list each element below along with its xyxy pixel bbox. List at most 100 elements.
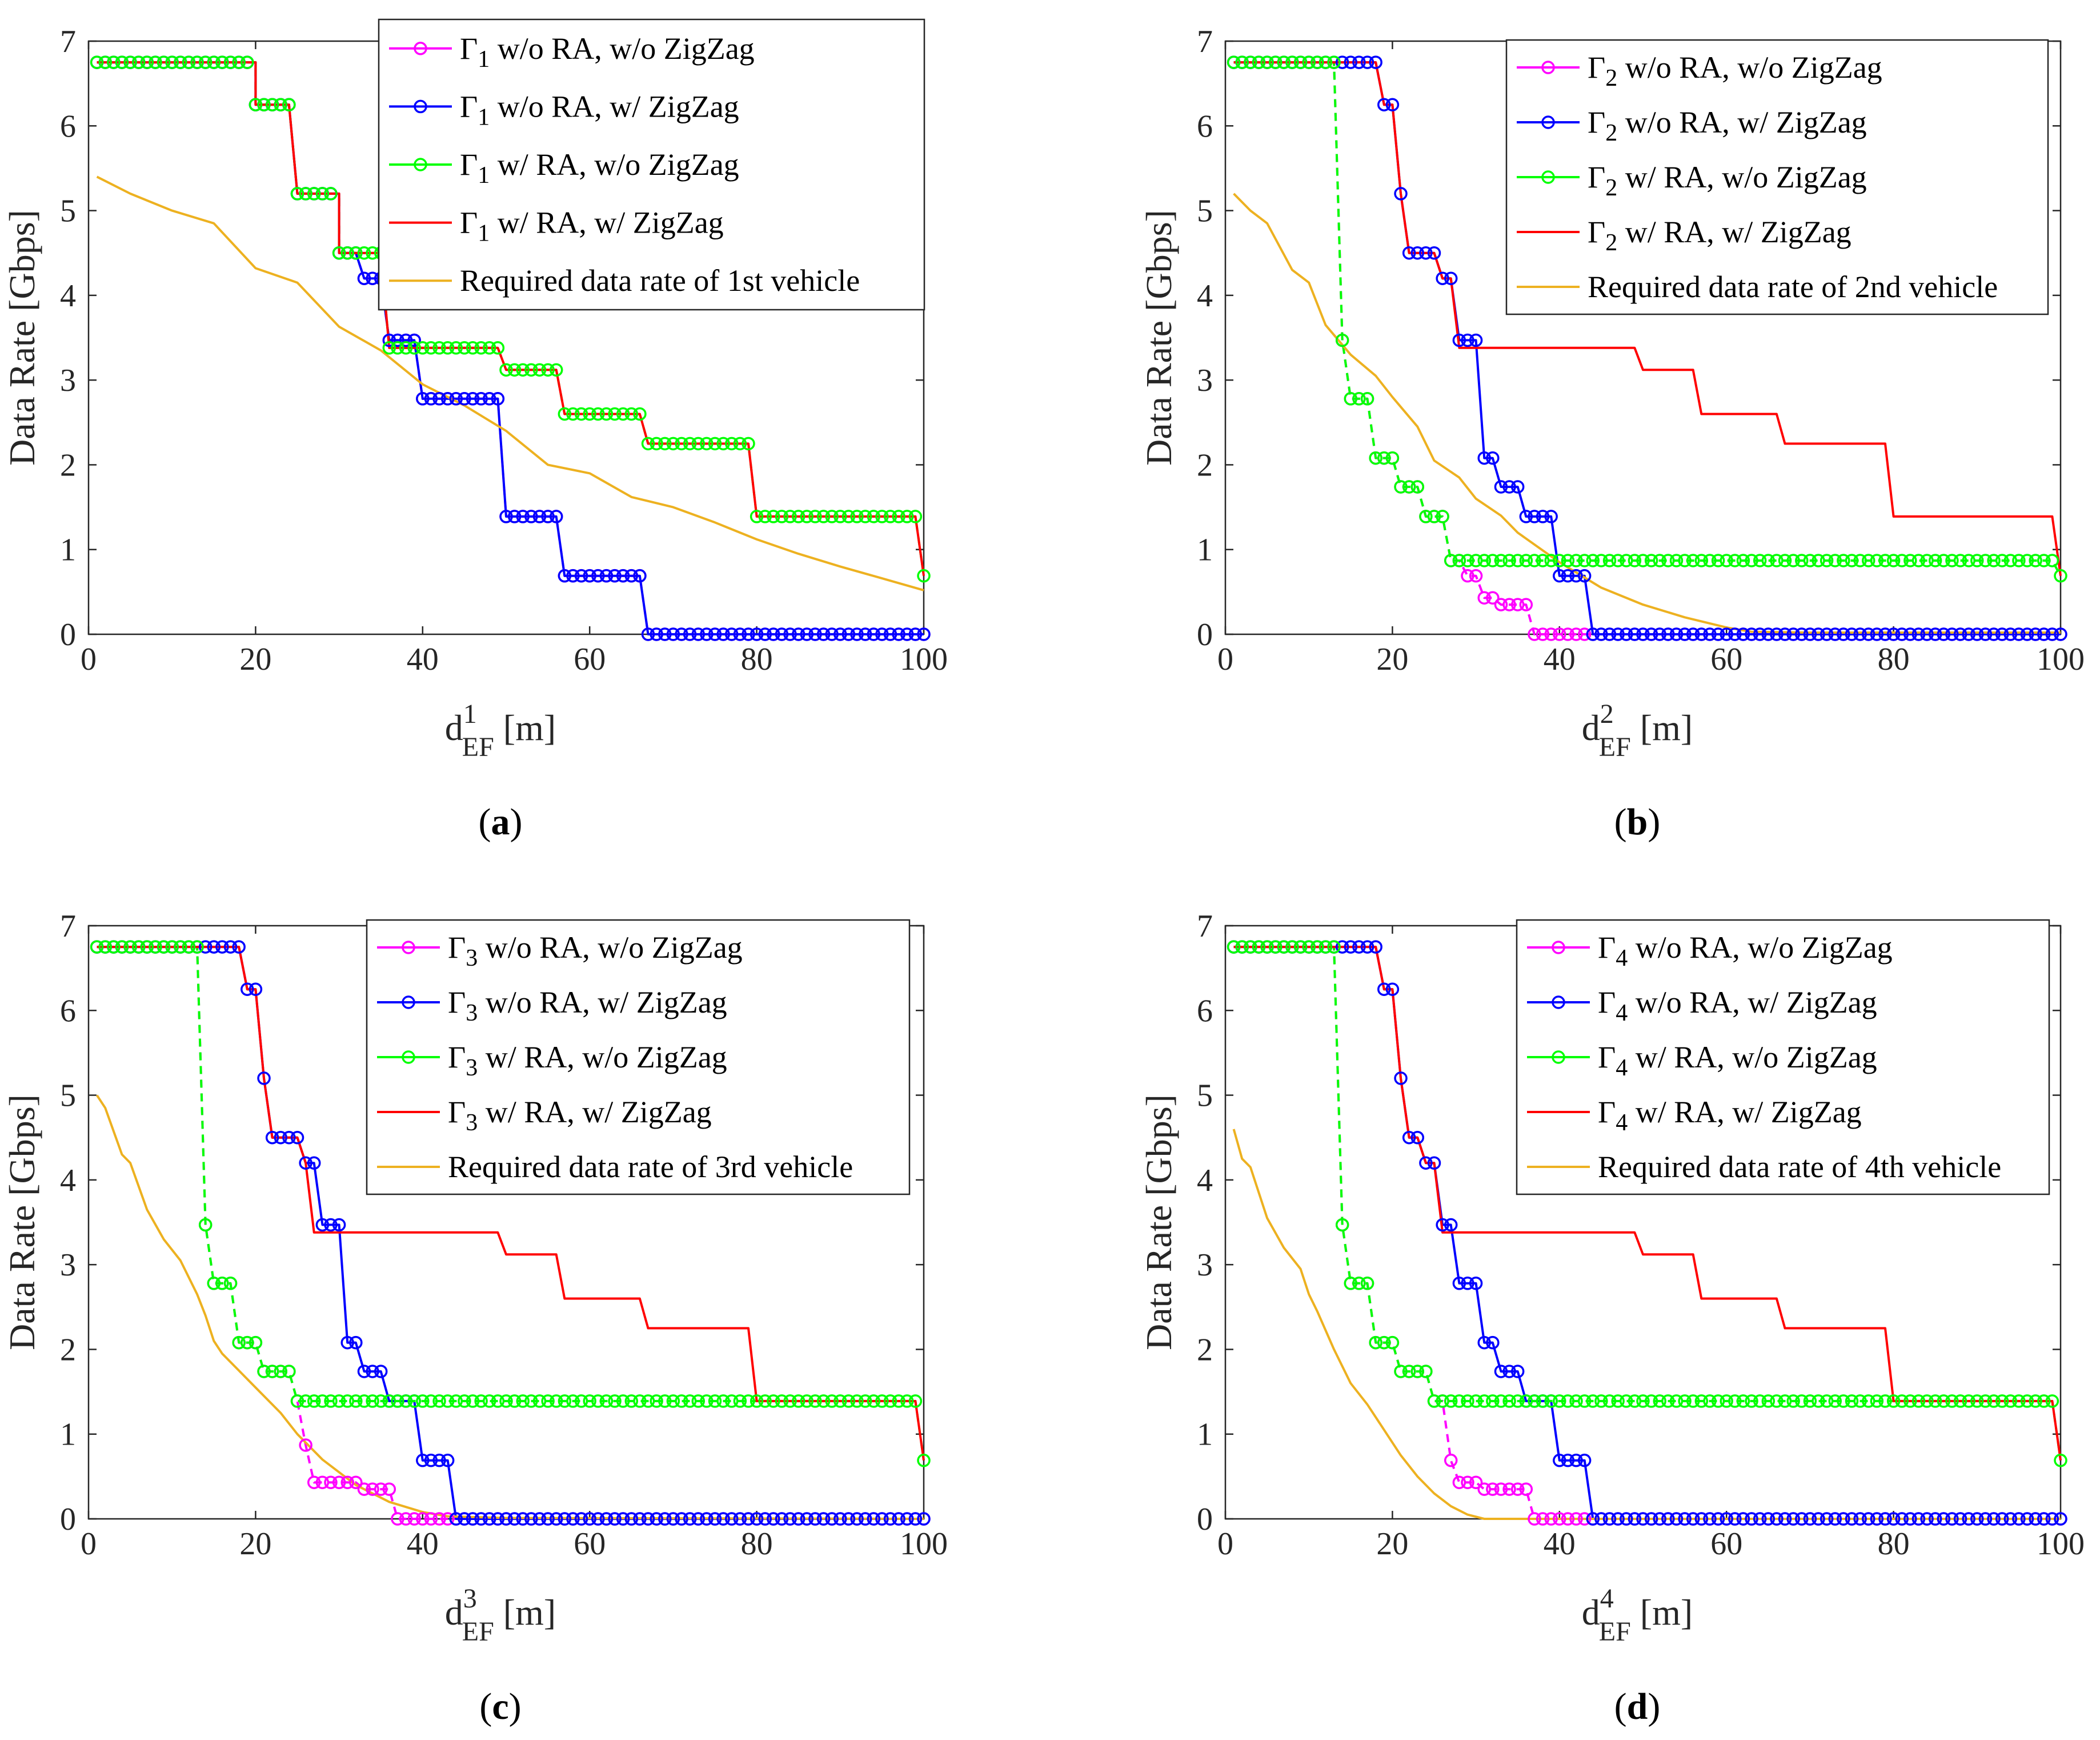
series-marker-2 (816, 627, 831, 641)
series-marker-3 (1544, 554, 1558, 567)
legend-marker (402, 941, 415, 954)
series-marker-3 (1594, 554, 1608, 567)
series-marker-2 (1753, 1512, 1767, 1526)
series-marker-3 (1644, 554, 1658, 567)
series-marker-2 (867, 627, 881, 641)
series-marker-2 (908, 1512, 923, 1526)
y-tick-label: 5 (60, 1078, 76, 1114)
series-marker-3 (800, 1394, 814, 1408)
series-marker-3 (483, 1394, 496, 1408)
series-marker-3 (858, 510, 872, 523)
series-marker-3 (724, 437, 739, 451)
series-marker-3 (1244, 55, 1257, 69)
series-marker-2 (841, 627, 856, 641)
series-marker-3 (1653, 1394, 1666, 1408)
series-marker-2 (1703, 1512, 1717, 1526)
series-marker-3 (1277, 55, 1291, 69)
series-marker-2 (1469, 1277, 1483, 1290)
series-marker-3 (1419, 510, 1433, 523)
series-marker-3 (416, 1394, 430, 1408)
series-marker-2 (1995, 627, 2009, 641)
series-marker-2 (2020, 1512, 2034, 1526)
x-tick-label: 20 (239, 642, 271, 677)
series-marker-3 (1970, 1394, 1984, 1408)
series-marker-2 (1853, 1512, 1867, 1526)
series-marker-1 (1486, 591, 1500, 605)
x-tick-label: 40 (407, 642, 439, 677)
series-marker-3 (1260, 55, 1274, 69)
series-marker-2 (1803, 1512, 1817, 1526)
x-tick-label: 40 (1544, 642, 1576, 677)
series-marker-2 (875, 1512, 889, 1526)
legend-box (366, 919, 911, 1195)
series-marker-2 (658, 627, 672, 641)
series-marker-2 (1778, 1512, 1792, 1526)
series-marker-3 (1962, 554, 1975, 567)
series-marker-2 (1502, 1365, 1516, 1378)
series-marker-2 (1569, 1453, 1583, 1467)
series-marker-2 (315, 1218, 330, 1232)
series-marker-3 (1786, 1394, 1800, 1408)
series-marker-3 (2003, 554, 2018, 567)
series-marker-2 (1661, 1512, 1675, 1526)
series-marker-2 (591, 1512, 605, 1526)
series-marker-2 (207, 940, 221, 954)
series-marker-3 (675, 1394, 688, 1408)
series-marker-2 (232, 940, 246, 954)
series-line-4 (97, 946, 925, 1461)
series-marker-3 (382, 1394, 396, 1408)
series-marker-3 (257, 1365, 271, 1378)
series-marker-2 (349, 1335, 363, 1350)
x-tick-label: 40 (1544, 1526, 1576, 1562)
series-marker-2 (1611, 1512, 1625, 1526)
series-marker-2 (324, 1218, 338, 1232)
series-marker-2 (850, 627, 864, 641)
series-marker-3 (366, 1394, 379, 1408)
series-marker-2 (1987, 1512, 2001, 1526)
series-marker-3 (458, 1394, 471, 1408)
series-marker-3 (716, 1394, 730, 1408)
series-marker-3 (349, 1394, 363, 1408)
series-marker-3 (307, 1394, 321, 1408)
series-marker-3 (1620, 1394, 1633, 1408)
series-marker-3 (808, 1394, 822, 1408)
panel-label: (c) (479, 1686, 521, 1727)
series-marker-2 (1886, 627, 1901, 641)
series-marker-3 (491, 341, 505, 355)
series-marker-2 (708, 627, 722, 641)
series-marker-3 (399, 341, 413, 355)
series-marker-3 (1720, 1394, 1733, 1408)
series-marker-2 (499, 1512, 513, 1526)
series-marker-2 (1878, 1512, 1892, 1526)
series-marker-2 (1770, 1512, 1784, 1526)
series-marker-3 (549, 363, 563, 377)
series-marker-3 (825, 510, 839, 523)
series-marker-3 (2029, 1394, 2042, 1408)
series-marker-2 (1870, 627, 1884, 641)
series-marker-2 (449, 1512, 463, 1526)
series-marker-3 (683, 437, 697, 451)
series-marker-3 (2003, 1394, 2018, 1408)
series-marker-3 (1928, 1394, 1942, 1408)
series-marker-2 (883, 1512, 897, 1526)
series-marker-3 (892, 510, 905, 523)
series-marker-3 (1937, 1394, 1951, 1408)
series-marker-2 (917, 627, 931, 641)
series-marker-3 (274, 98, 288, 111)
series-marker-2 (1694, 627, 1709, 641)
x-tick-label: 60 (1710, 1526, 1742, 1562)
series-group (1227, 940, 2067, 1526)
series-line-3 (1233, 61, 2062, 577)
series-marker-1 (1569, 627, 1583, 641)
y-tick-label: 3 (60, 1247, 76, 1283)
series-marker-3 (2020, 1394, 2034, 1408)
series-marker-3 (1636, 1394, 1650, 1408)
series-marker-2 (1970, 1512, 1984, 1526)
series-marker-3 (182, 55, 196, 69)
series-marker-2 (491, 392, 505, 406)
series-marker-2 (1620, 1512, 1633, 1526)
series-marker-1 (1477, 1482, 1491, 1496)
series-marker-3 (399, 1394, 413, 1408)
series-marker-2 (1861, 627, 1875, 641)
series-marker-3 (1820, 1394, 1834, 1408)
